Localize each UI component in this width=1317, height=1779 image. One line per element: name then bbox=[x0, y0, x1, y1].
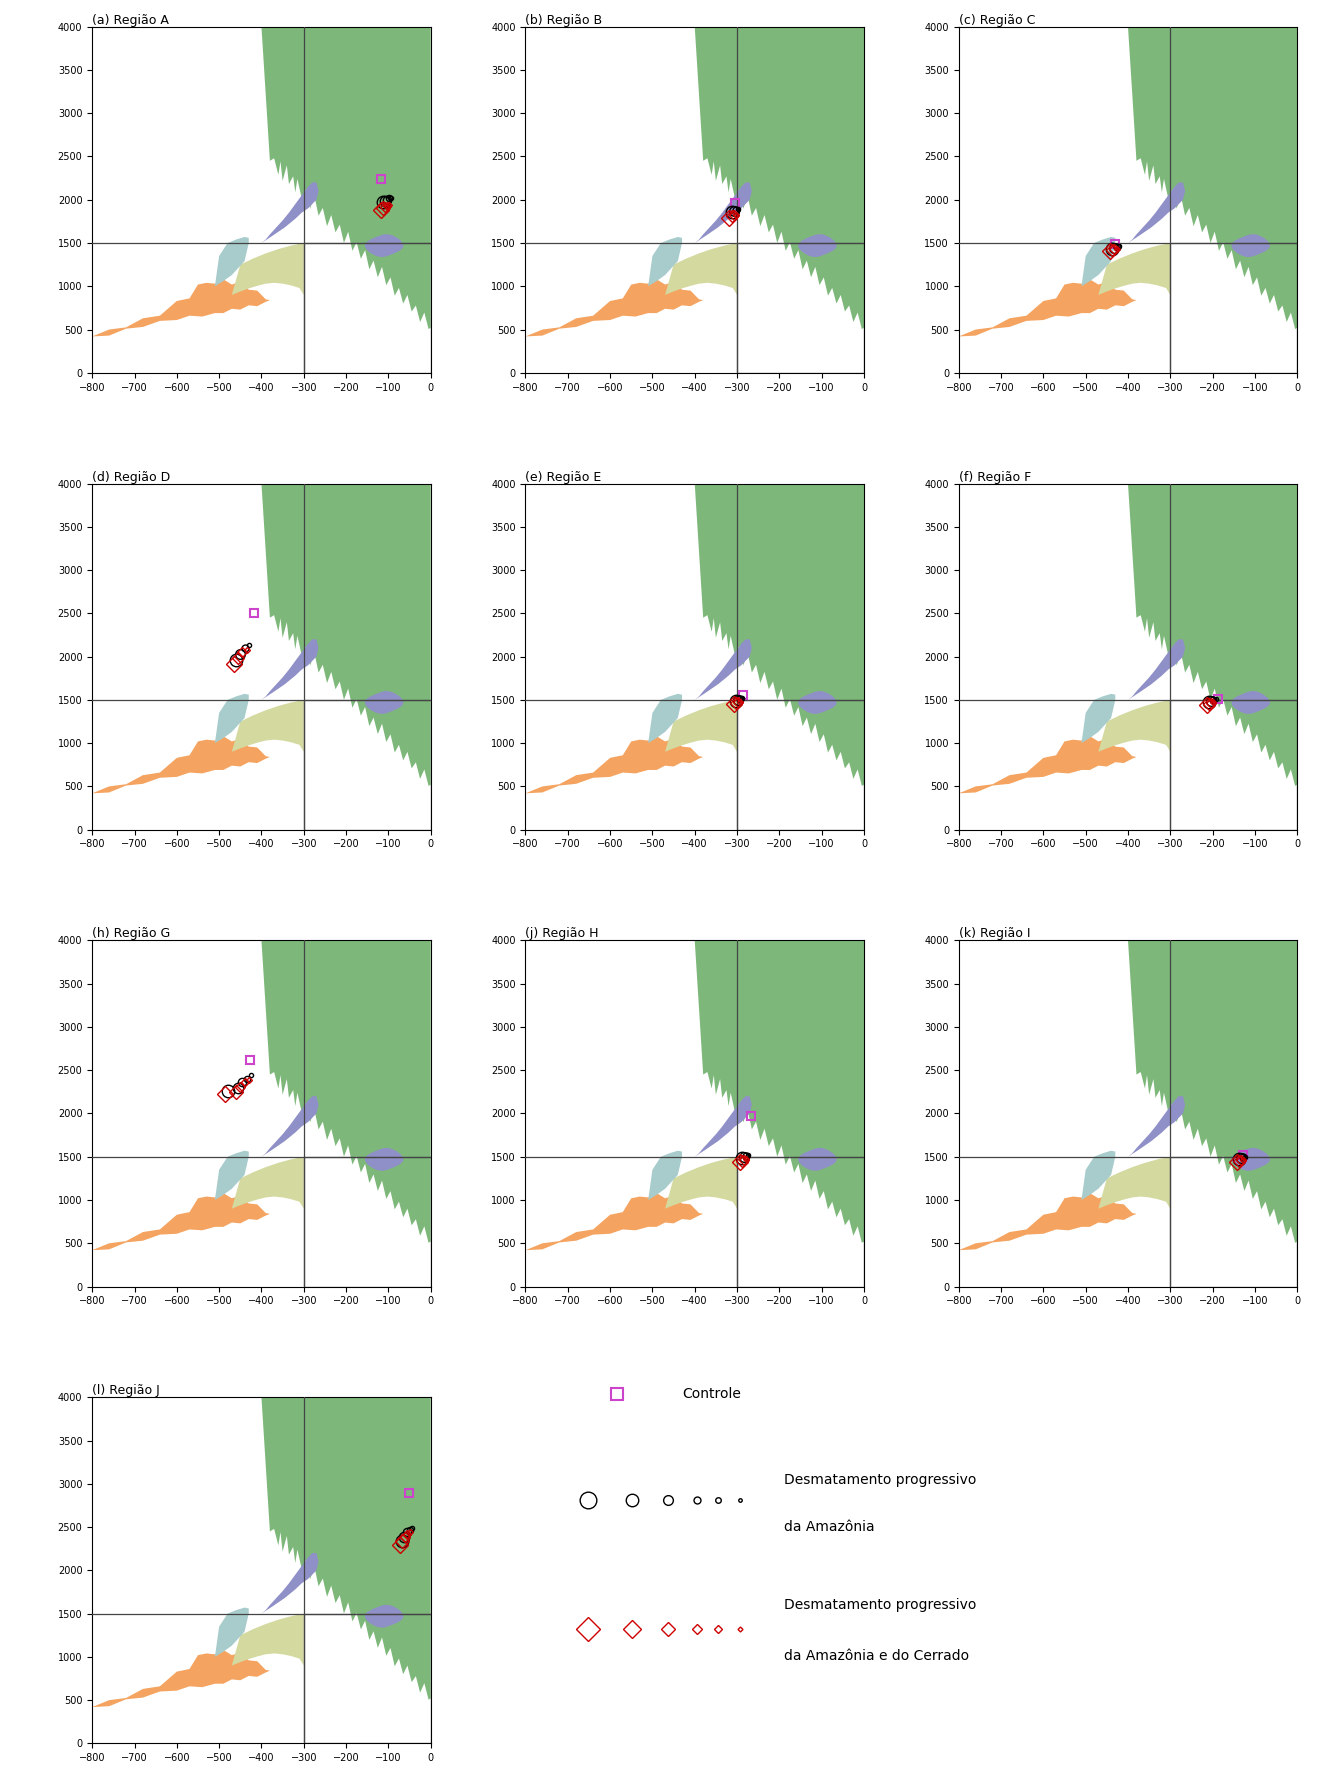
Text: Desmatamento progressivo: Desmatamento progressivo bbox=[784, 1473, 976, 1487]
Polygon shape bbox=[665, 1156, 738, 1208]
Polygon shape bbox=[1127, 941, 1297, 1244]
Polygon shape bbox=[959, 279, 1137, 374]
Polygon shape bbox=[365, 690, 403, 713]
Polygon shape bbox=[798, 690, 836, 713]
Polygon shape bbox=[648, 237, 682, 286]
Polygon shape bbox=[959, 1194, 1137, 1286]
Polygon shape bbox=[92, 1649, 270, 1743]
Polygon shape bbox=[262, 1397, 431, 1699]
Polygon shape bbox=[215, 1608, 249, 1656]
Text: (d) Região D: (d) Região D bbox=[92, 471, 170, 484]
Polygon shape bbox=[1127, 183, 1185, 244]
Polygon shape bbox=[1231, 1147, 1270, 1171]
Polygon shape bbox=[262, 183, 319, 244]
Bar bbox=[738, 1156, 864, 1286]
Polygon shape bbox=[648, 1151, 682, 1201]
Polygon shape bbox=[1081, 694, 1115, 744]
Polygon shape bbox=[1231, 690, 1270, 713]
Polygon shape bbox=[695, 941, 864, 1244]
Bar bbox=[304, 699, 431, 829]
Text: Desmatamento progressivo: Desmatamento progressivo bbox=[784, 1598, 976, 1612]
Bar bbox=[1171, 244, 1297, 374]
Polygon shape bbox=[695, 484, 864, 786]
Polygon shape bbox=[232, 1156, 304, 1208]
Polygon shape bbox=[1127, 639, 1185, 699]
Polygon shape bbox=[1081, 237, 1115, 286]
Text: (j) Região H: (j) Região H bbox=[525, 927, 599, 941]
Text: (e) Região E: (e) Região E bbox=[525, 471, 602, 484]
Polygon shape bbox=[232, 1614, 304, 1665]
Polygon shape bbox=[695, 27, 864, 329]
Text: (f) Região F: (f) Região F bbox=[959, 471, 1031, 484]
Bar bbox=[304, 1614, 431, 1743]
Polygon shape bbox=[1127, 484, 1297, 786]
Polygon shape bbox=[262, 27, 431, 329]
Text: da Amazônia e do Cerrado: da Amazônia e do Cerrado bbox=[784, 1649, 969, 1663]
Polygon shape bbox=[665, 244, 738, 295]
Polygon shape bbox=[695, 183, 752, 244]
Polygon shape bbox=[1098, 1156, 1171, 1208]
Polygon shape bbox=[262, 484, 431, 786]
Polygon shape bbox=[262, 639, 319, 699]
Polygon shape bbox=[215, 694, 249, 744]
Text: (h) Região G: (h) Região G bbox=[92, 927, 170, 941]
Polygon shape bbox=[262, 1553, 319, 1614]
Polygon shape bbox=[262, 1096, 319, 1156]
Polygon shape bbox=[92, 279, 270, 374]
Bar bbox=[304, 1156, 431, 1286]
Text: (c) Região C: (c) Região C bbox=[959, 14, 1035, 27]
Bar bbox=[1171, 699, 1297, 829]
Polygon shape bbox=[665, 699, 738, 753]
Polygon shape bbox=[798, 1147, 836, 1171]
Polygon shape bbox=[92, 737, 270, 829]
Polygon shape bbox=[525, 279, 703, 374]
Polygon shape bbox=[1098, 244, 1171, 295]
Bar bbox=[738, 699, 864, 829]
Polygon shape bbox=[215, 237, 249, 286]
Polygon shape bbox=[525, 737, 703, 829]
Polygon shape bbox=[92, 1194, 270, 1286]
Polygon shape bbox=[1098, 699, 1171, 753]
Polygon shape bbox=[365, 1147, 403, 1171]
Polygon shape bbox=[262, 941, 431, 1244]
Polygon shape bbox=[365, 235, 403, 256]
Polygon shape bbox=[648, 694, 682, 744]
Bar bbox=[304, 244, 431, 374]
Bar bbox=[1171, 1156, 1297, 1286]
Text: (l) Região J: (l) Região J bbox=[92, 1384, 159, 1397]
Polygon shape bbox=[1127, 1096, 1185, 1156]
Polygon shape bbox=[232, 244, 304, 295]
Polygon shape bbox=[695, 639, 752, 699]
Polygon shape bbox=[1081, 1151, 1115, 1201]
Polygon shape bbox=[215, 1151, 249, 1201]
Polygon shape bbox=[798, 235, 836, 256]
Polygon shape bbox=[959, 737, 1137, 829]
Polygon shape bbox=[232, 699, 304, 753]
Polygon shape bbox=[525, 1194, 703, 1286]
Polygon shape bbox=[1231, 235, 1270, 256]
Text: (a) Região A: (a) Região A bbox=[92, 14, 169, 27]
Bar bbox=[738, 244, 864, 374]
Polygon shape bbox=[695, 1096, 752, 1156]
Polygon shape bbox=[1127, 27, 1297, 329]
Text: da Amazônia: da Amazônia bbox=[784, 1519, 874, 1533]
Polygon shape bbox=[365, 1605, 403, 1628]
Text: Controle: Controle bbox=[682, 1388, 741, 1402]
Text: (k) Região I: (k) Região I bbox=[959, 927, 1030, 941]
Text: (b) Região B: (b) Região B bbox=[525, 14, 603, 27]
